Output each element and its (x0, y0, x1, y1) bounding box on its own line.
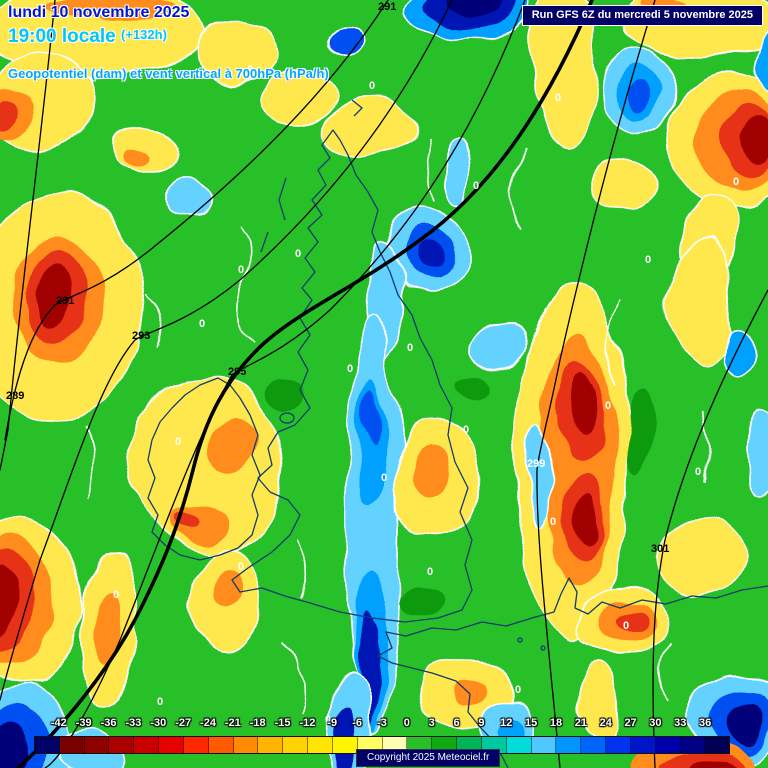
legend-tick-value: -9 (327, 717, 338, 729)
legend-tick-value: 30 (649, 717, 662, 729)
legend-color-cell (59, 737, 85, 753)
model-run-info: Run GFS 6Z du mercredi 5 novembre 2025 (521, 5, 763, 26)
legend-color-cell (183, 737, 209, 753)
legend-color-cell (655, 737, 681, 753)
legend-color-cell (581, 737, 607, 753)
legend-color-cell (159, 737, 184, 753)
legend-tick-value: -27 (175, 717, 192, 729)
legend-color-cell (35, 737, 60, 753)
legend-tick-value: 9 (478, 717, 485, 729)
legend-color-cell (109, 737, 135, 753)
legend-tick-labels: -42 -39 -36 -33 -30 -27 -24 -21 -18 -15 -12 -9 -6 -3 0… (34, 717, 730, 733)
legend-tick-value: 15 (525, 717, 538, 729)
forecast-time-text: 19:00 locale (8, 26, 116, 47)
legend-color-cell (134, 737, 160, 753)
legend-tick-value: 0 (403, 717, 410, 729)
legend-tick-value: 18 (549, 717, 563, 729)
legend-color-cell (630, 737, 656, 753)
legend-color-cell (506, 737, 532, 753)
legend-tick-value: 24 (599, 717, 612, 729)
forecast-offset: (+132h) (121, 27, 167, 42)
legend-color-cell (283, 737, 309, 753)
legend-tick-value: -39 (75, 717, 92, 729)
legend-tick-value: 3 (428, 717, 435, 729)
legend-color-cell (208, 737, 234, 753)
legend-tick-value: -36 (100, 717, 117, 729)
legend-color-cell (308, 737, 333, 753)
legend-color-cell (556, 737, 582, 753)
legend-color-cell (531, 737, 557, 753)
legend-tick-value: -42 (50, 717, 67, 729)
legend-tick-value: 6 (453, 717, 460, 729)
legend-color-cell (606, 737, 631, 753)
legend-color-cell (233, 737, 259, 753)
forecast-date: lundi 10 novembre 2025 (8, 4, 190, 21)
legend-tick-value: -18 (249, 717, 266, 729)
legend-tick-value: -30 (150, 717, 167, 729)
legend-tick-value: -21 (224, 717, 241, 729)
coastline-layer (147, 99, 768, 768)
legend-tick-value: -15 (274, 717, 291, 729)
map-parameter-title: Geopotentiel (dam) et vent vertical à 70… (8, 66, 329, 81)
legend-tick-value: -3 (377, 717, 387, 729)
legend-tick-value: 27 (624, 717, 637, 729)
zero-contour-layer (87, 135, 710, 711)
legend-tick-value: -12 (299, 717, 316, 729)
legend-color-cell (680, 737, 706, 753)
legend-tick-value: -6 (352, 717, 363, 729)
legend-color-cell (332, 737, 358, 753)
forecast-time: 19:00 locale (+132h) (8, 26, 167, 48)
legend-tick-value: -33 (125, 717, 142, 729)
legend-color-cell (84, 737, 110, 753)
legend-tick-value: 33 (674, 717, 687, 729)
legend-color-cell (705, 737, 730, 753)
legend-tick-value: 21 (574, 717, 587, 729)
legend-tick-value: -24 (200, 717, 216, 729)
legend-color-cell (258, 737, 284, 753)
legend-tick-value: 12 (500, 717, 513, 729)
legend-tick-value: 36 (699, 717, 712, 729)
copyright-notice: Copyright 2025 Meteociel.fr (356, 749, 501, 767)
